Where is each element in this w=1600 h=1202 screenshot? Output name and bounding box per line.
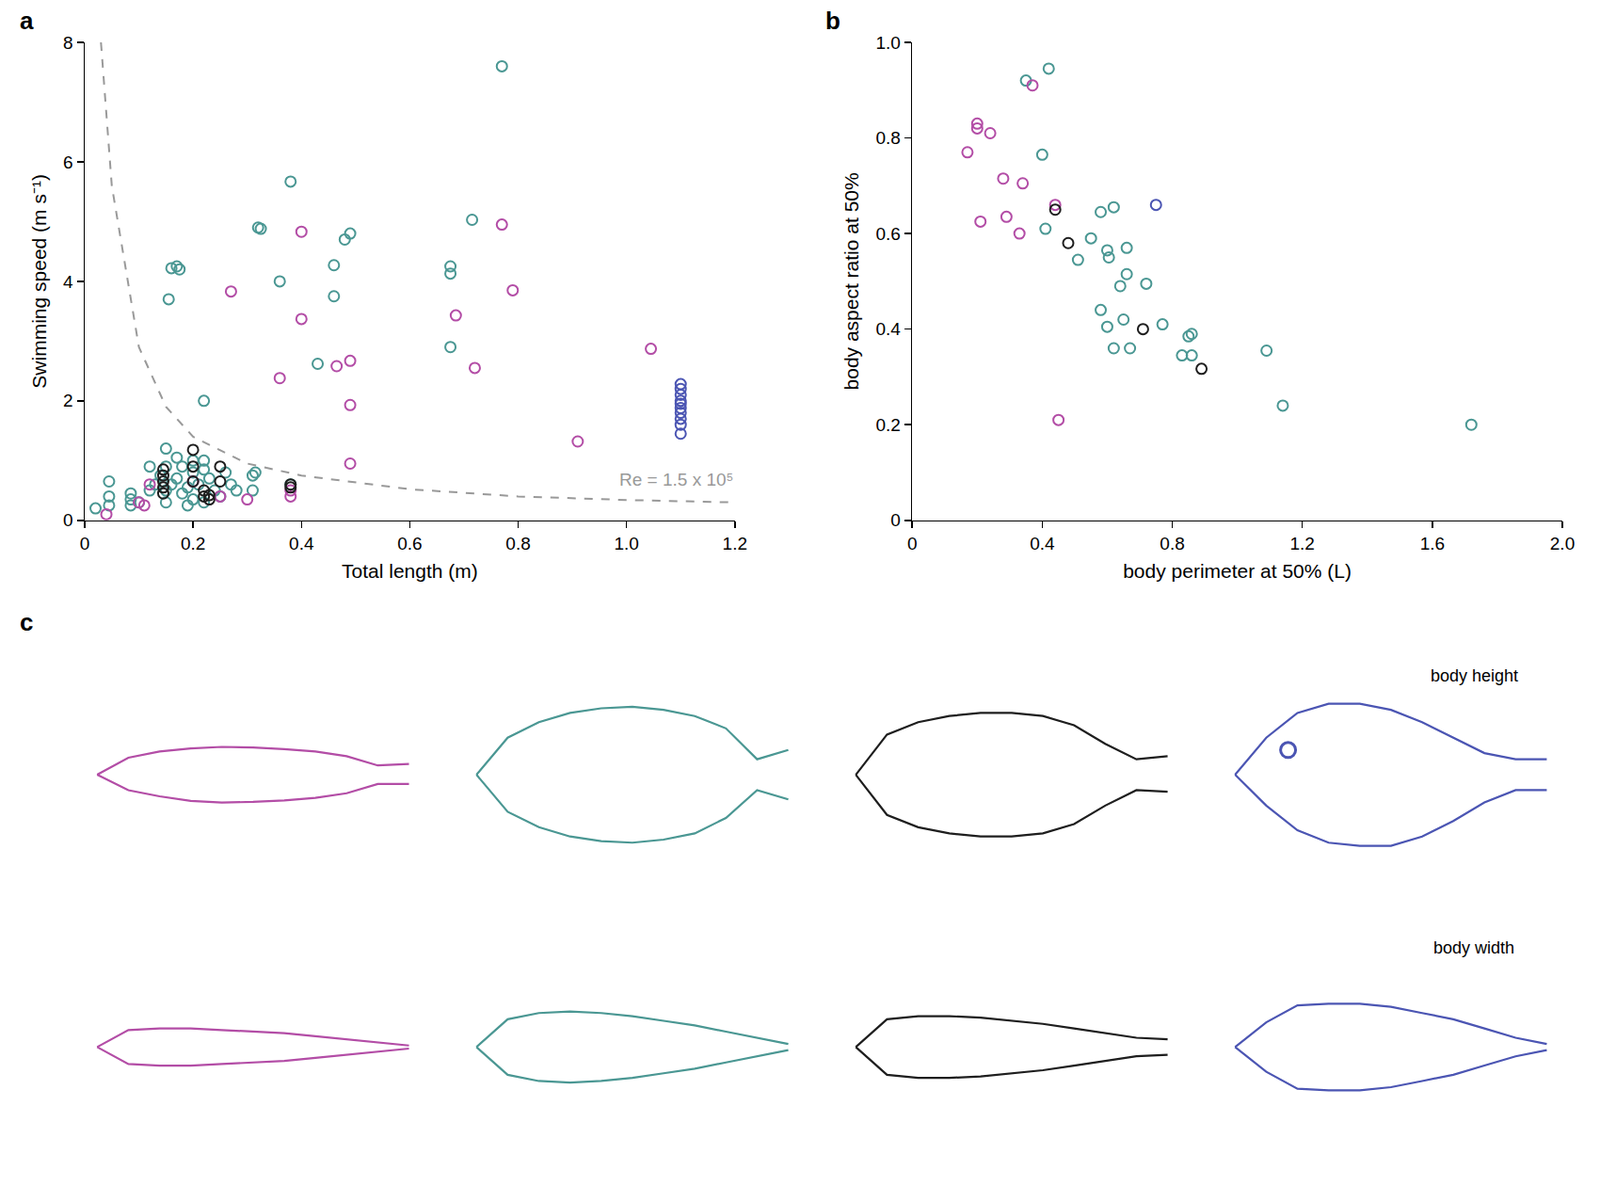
svg-text:Swimming speed (m s⁻¹): Swimming speed (m s⁻¹) [28, 174, 50, 389]
svg-text:0.4: 0.4 [288, 533, 315, 554]
svg-text:b: b [825, 6, 841, 35]
svg-text:0.8: 0.8 [505, 533, 530, 554]
svg-text:Total length (m): Total length (m) [341, 560, 479, 582]
svg-text:2: 2 [63, 390, 74, 411]
svg-text:c: c [19, 608, 33, 637]
svg-text:0.2: 0.2 [180, 533, 206, 554]
svg-text:0.6: 0.6 [397, 533, 422, 554]
svg-text:body aspect ratio at 50%: body aspect ratio at 50% [840, 172, 863, 390]
svg-text:1.6: 1.6 [1420, 533, 1445, 554]
svg-text:0: 0 [63, 510, 74, 530]
svg-text:body perimeter at 50% (L): body perimeter at 50% (L) [1122, 560, 1352, 582]
svg-text:1.2: 1.2 [722, 533, 748, 554]
svg-text:0.6: 0.6 [875, 224, 900, 244]
svg-text:body height: body height [1430, 666, 1519, 686]
svg-text:0.4: 0.4 [875, 319, 901, 339]
svg-text:6: 6 [63, 152, 74, 173]
svg-text:0: 0 [907, 533, 918, 554]
svg-text:Re = 1.5 x 10⁵: Re = 1.5 x 10⁵ [619, 469, 734, 490]
svg-text:0: 0 [80, 533, 91, 554]
svg-text:0.4: 0.4 [1029, 533, 1056, 554]
svg-text:1.0: 1.0 [875, 32, 900, 53]
svg-text:a: a [19, 6, 34, 35]
svg-text:1.2: 1.2 [1289, 533, 1314, 554]
svg-text:1.0: 1.0 [613, 533, 639, 554]
svg-text:body width: body width [1433, 938, 1515, 958]
svg-text:0.8: 0.8 [875, 128, 900, 148]
svg-text:0.8: 0.8 [1159, 533, 1184, 554]
svg-text:0.2: 0.2 [875, 415, 900, 435]
svg-text:0: 0 [890, 510, 901, 530]
svg-text:8: 8 [63, 32, 74, 53]
svg-text:4: 4 [63, 272, 74, 292]
svg-text:2.0: 2.0 [1550, 533, 1575, 554]
